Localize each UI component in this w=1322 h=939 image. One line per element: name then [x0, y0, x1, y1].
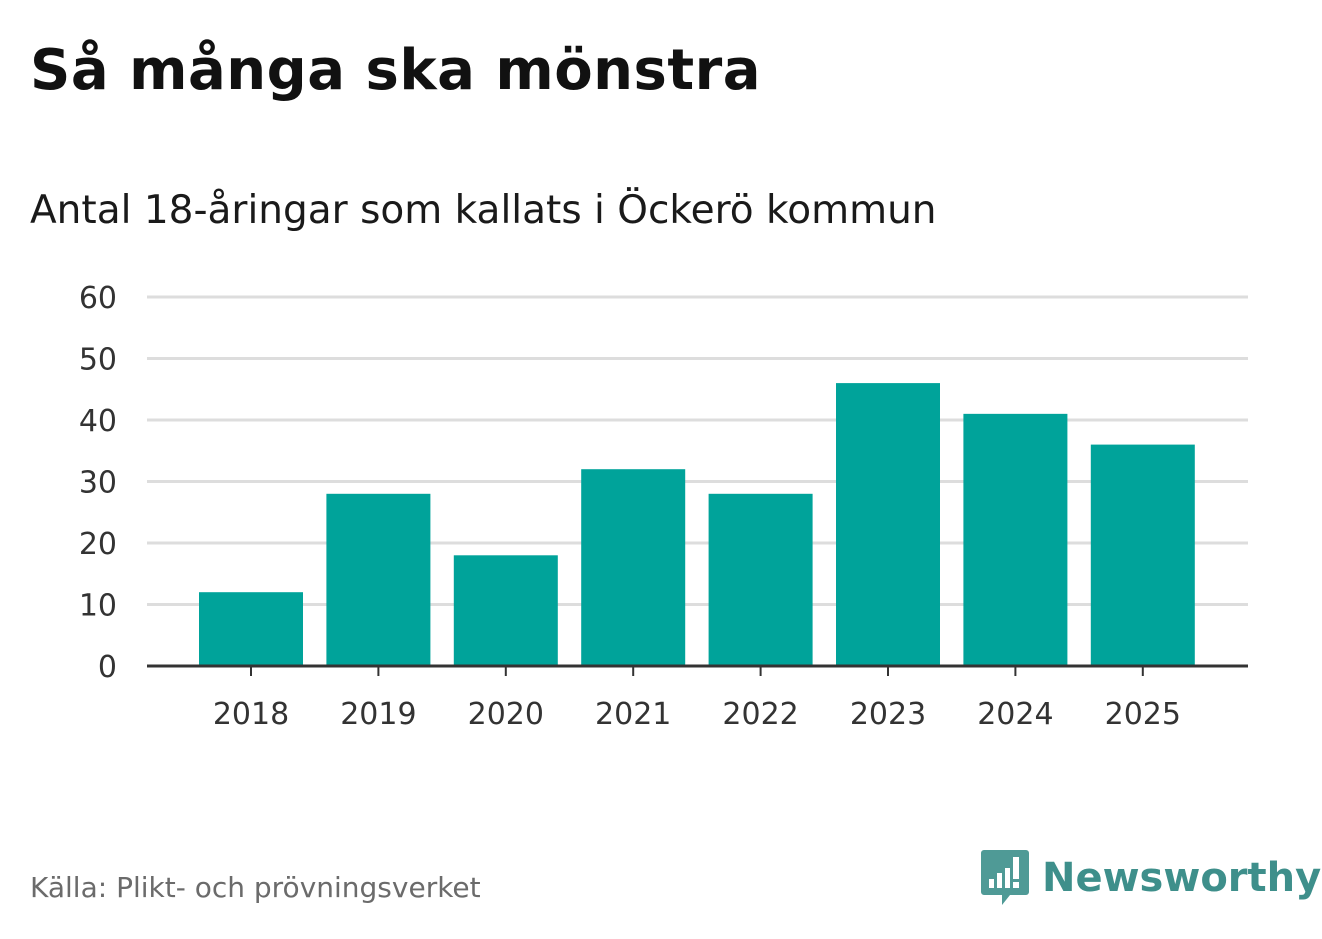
- bars: [199, 383, 1195, 666]
- x-tick-label: 2024: [977, 697, 1053, 732]
- gridlines: [147, 295, 1248, 606]
- y-tick-label: 10: [79, 589, 117, 624]
- bar-chart: 0 10 20 30 40 50 60 2018 2019 2020 2021 2022 2023 202…: [79, 281, 1248, 732]
- y-tick-label: 30: [79, 466, 117, 501]
- newsworthy-logo: Newsworthy: [980, 848, 1321, 908]
- y-tick-label: 20: [79, 527, 117, 562]
- bar-2021: [581, 469, 686, 666]
- chart-subtitle: Antal 18-åringar som kallats i Öckerö ko…: [30, 188, 937, 233]
- bar-2022: [708, 493, 813, 666]
- chart-title: Så många ska mönstra: [30, 38, 762, 103]
- axes: 0 10 20 30 40 50 60 2018 2019 2020 2021 2022 2023 202…: [79, 281, 1248, 732]
- x-tick-label: 2021: [595, 697, 671, 732]
- bar-2025: [1090, 444, 1195, 666]
- y-tick-label: 60: [79, 281, 117, 316]
- bar-2019: [326, 493, 431, 666]
- bar-2024: [963, 413, 1068, 666]
- x-tick-label: 2020: [468, 697, 544, 732]
- source-note: Källa: Plikt- och prövningsverket: [30, 871, 481, 904]
- x-tick-label: 2023: [850, 697, 926, 732]
- x-tick-label: 2018: [213, 697, 289, 732]
- x-tick-label: 2025: [1105, 697, 1181, 732]
- bar-2023: [836, 383, 940, 666]
- bar-2018: [199, 592, 303, 666]
- bar-2020: [453, 555, 558, 666]
- y-tick-label: 40: [79, 404, 117, 439]
- x-tick-label: 2019: [340, 697, 416, 732]
- y-tick-label: 0: [98, 650, 117, 685]
- newsworthy-bar-icon: [981, 850, 1029, 905]
- x-tick-label: 2022: [722, 697, 798, 732]
- brand-name: Newsworthy: [1042, 855, 1322, 901]
- y-tick-label: 50: [79, 343, 117, 378]
